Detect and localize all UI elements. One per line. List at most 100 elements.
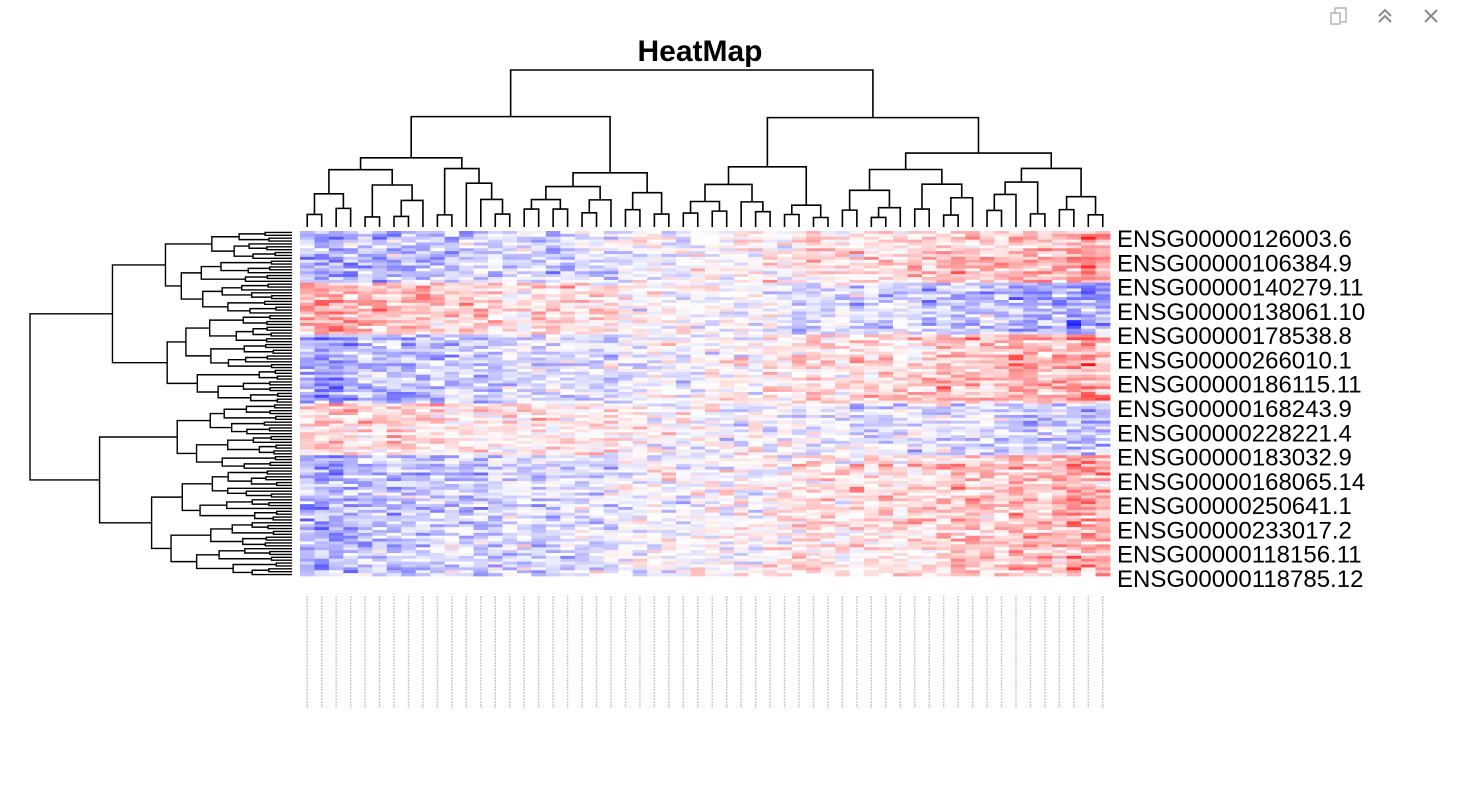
heatmap-cell [1037, 291, 1053, 295]
heatmap-cell [444, 323, 460, 327]
heatmap-cell [444, 400, 460, 404]
heatmap-cell [849, 320, 865, 324]
close-button[interactable] [1418, 4, 1444, 28]
heatmap-cell [748, 429, 764, 433]
heatmap-cell [661, 449, 677, 453]
heatmap-cell [733, 469, 749, 473]
heatmap-cell [516, 357, 532, 361]
heatmap-cell [979, 268, 995, 272]
heatmap-cell [386, 455, 402, 459]
heatmap-cell [1081, 472, 1096, 476]
heatmap-cell [314, 302, 330, 307]
heatmap-cell [1081, 320, 1096, 324]
heatmap-cell [965, 297, 981, 301]
heatmap-cell [806, 256, 822, 261]
row-dendrogram-branch [264, 542, 292, 547]
heatmap-cell [545, 294, 561, 298]
heatmap-cell [690, 435, 706, 439]
heatmap-cell [632, 374, 648, 379]
heatmap-cell [878, 357, 894, 361]
heatmap-cell [386, 374, 402, 379]
heatmap-cell [401, 412, 417, 416]
heatmap-cell [878, 265, 894, 269]
heatmap-cell [415, 374, 431, 379]
heatmap-cell [1052, 254, 1067, 258]
heatmap-cell [574, 360, 590, 364]
heatmap-cell [314, 380, 330, 384]
heatmap-cell [386, 271, 402, 275]
heatmap-cell [979, 256, 995, 261]
popout-button[interactable] [1326, 4, 1352, 28]
heatmap-cell [965, 472, 981, 476]
heatmap-cell [806, 231, 822, 235]
heatmap-cell [835, 242, 851, 246]
heatmap-cell [1052, 337, 1067, 341]
heatmap-cell [777, 259, 793, 264]
heatmap-cell [328, 354, 344, 358]
heatmap-cell [777, 449, 793, 453]
heatmap-cell [777, 409, 793, 413]
heatmap-cell [893, 374, 908, 379]
heatmap-cell [777, 320, 793, 324]
heatmap-cell [690, 323, 706, 327]
heatmap-cell [574, 274, 590, 278]
heatmap-cell [618, 366, 634, 370]
heatmap-cell [791, 262, 807, 266]
heatmap-cell [531, 259, 547, 264]
heatmap-cell [907, 469, 923, 473]
heatmap-cell [690, 449, 706, 453]
row-dendrogram-branch [276, 375, 292, 380]
heatmap-cell [878, 245, 894, 249]
heatmap-cell [820, 458, 836, 462]
heatmap-cell [574, 346, 590, 350]
heatmap-cell [473, 248, 489, 252]
heatmap-cell [1008, 236, 1024, 241]
heatmap-cell [878, 305, 894, 310]
heatmap-cell [459, 403, 474, 407]
heatmap-cell [1008, 302, 1024, 307]
heatmap-cell [386, 346, 402, 350]
heatmap-cell [357, 458, 373, 462]
collapse-button[interactable] [1372, 4, 1398, 28]
heatmap-cell [936, 337, 952, 341]
heatmap-cell [1037, 400, 1053, 404]
heatmap-cell [386, 475, 402, 479]
heatmap-cell [603, 242, 619, 246]
heatmap-cell [835, 351, 851, 356]
heatmap-cell [1052, 320, 1067, 324]
heatmap-cell [430, 328, 446, 333]
heatmap-cell [618, 406, 634, 410]
heatmap-cell [1081, 443, 1096, 448]
heatmap-cell [921, 455, 937, 459]
heatmap-cell [415, 432, 431, 436]
heatmap-cell [965, 363, 981, 367]
heatmap-cell [1066, 429, 1082, 433]
heatmap-cell [516, 360, 532, 364]
heatmap-cell [864, 340, 879, 344]
heatmap-cell [357, 328, 373, 333]
heatmap-cell [1008, 242, 1024, 246]
heatmap-cell [618, 328, 634, 333]
heatmap-cell [488, 357, 503, 361]
heatmap-cell [444, 259, 460, 264]
heatmap-cell [1081, 394, 1096, 399]
heatmap-cell [415, 291, 431, 295]
heatmap-cell [560, 262, 576, 266]
heatmap-cell [589, 452, 605, 456]
heatmap-cell [762, 400, 778, 404]
heatmap-cell [1037, 406, 1053, 410]
heatmap-cell [1023, 392, 1039, 396]
heatmap-cell [806, 354, 822, 358]
heatmap-cell [1095, 443, 1111, 448]
heatmap-cell [936, 308, 952, 312]
heatmap-cell [979, 417, 995, 422]
heatmap-cell [719, 271, 735, 275]
heatmap-cell [849, 351, 865, 356]
heatmap-cell [950, 274, 966, 278]
heatmap-cell [386, 429, 402, 433]
heatmap-cell [1095, 472, 1111, 476]
column-dendrogram-branch [790, 204, 822, 218]
heatmap-cell [516, 423, 532, 427]
heatmap-cell [762, 455, 778, 459]
heatmap-cell [430, 403, 446, 407]
